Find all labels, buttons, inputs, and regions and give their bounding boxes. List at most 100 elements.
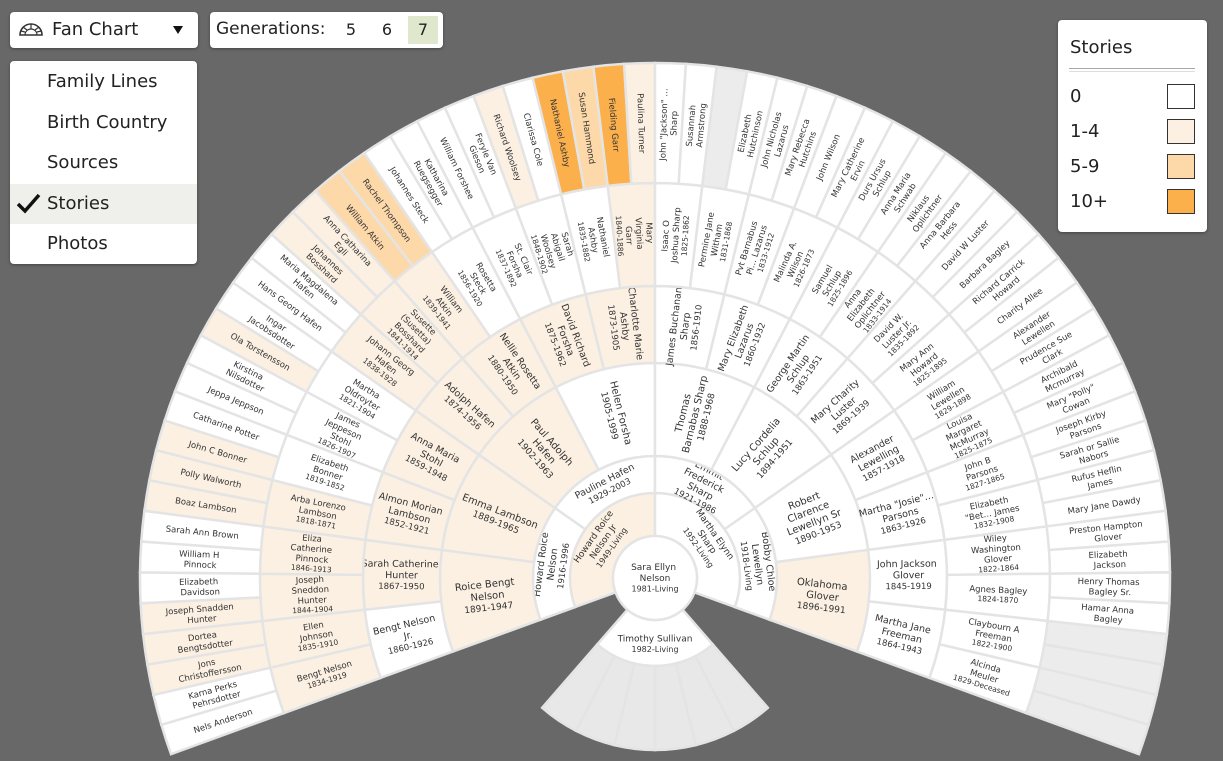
name-line: Glover	[806, 590, 841, 605]
fan-icon	[19, 23, 43, 36]
name-line: John Jackson	[876, 558, 940, 570]
name-line: Ashby	[586, 226, 601, 253]
generation-option[interactable]: 5	[345, 20, 357, 39]
name-line: Wiley	[983, 533, 1010, 545]
name-line: Pinnock	[295, 553, 329, 565]
person-name: Paulina Turner	[635, 93, 647, 154]
person-name: Elizabeth Jackson	[1088, 549, 1131, 571]
view-dropdown[interactable]: Fan Chart	[10, 12, 198, 48]
legend-swatch	[1167, 154, 1195, 179]
person-name: Isaac O Joshua Sharp	[659, 206, 683, 264]
name-line: Pinnock	[184, 559, 217, 570]
legend-item: 10+	[1070, 189, 1198, 215]
name-line: Davidson	[180, 587, 220, 598]
name-line: Glover	[984, 553, 1013, 565]
name-line: Hunter	[385, 570, 418, 581]
person-dates: 1822-1864	[978, 563, 1020, 575]
menu-item-label: Photos	[47, 233, 108, 254]
menu-item[interactable]: Birth Country	[10, 103, 197, 143]
person-name: Eliza Catherine Pinnock	[290, 532, 336, 566]
person-name: Agnes Bagley	[969, 584, 1027, 597]
name-line: Jackson	[1092, 559, 1126, 570]
name-line: Ashby	[617, 311, 631, 342]
person-name: Susannah Armstrong	[684, 102, 708, 148]
name-line: Jons	[196, 657, 219, 671]
legend-label: 5-9	[1070, 156, 1100, 177]
person-name: John "Jackson" … Sharp	[658, 85, 681, 162]
name-line: Armstrong	[695, 103, 709, 148]
legend-item: 5-9	[1070, 154, 1198, 180]
person-name: Timothy Sullivan	[617, 634, 693, 644]
person-name: Sarah Catherine Hunter	[361, 558, 441, 581]
view-menu: Family Lines Birth Country Sources Stories P…	[10, 61, 197, 264]
person-cell[interactable]	[1024, 689, 1151, 756]
menu-item[interactable]: Family Lines	[10, 62, 197, 102]
name-line: Joshua Sharp	[669, 207, 682, 264]
menu-item-label: Family Lines	[47, 71, 158, 92]
legend-label: 0	[1070, 86, 1082, 107]
name-line: Bagley	[1093, 613, 1123, 625]
name-line: Nelson	[640, 574, 671, 584]
name-line: Joseph	[295, 574, 327, 586]
name-line: Sharp	[669, 111, 680, 136]
person-dates: 1867-1950	[378, 582, 424, 593]
name-line: Nelson	[470, 590, 505, 605]
generation-option[interactable]: 7	[408, 16, 438, 44]
menu-item[interactable]: Stories	[10, 183, 197, 224]
name-line: Isaac O	[660, 217, 672, 252]
name-line: Eliza	[302, 533, 325, 545]
name-line: Hamar Anna	[1081, 602, 1137, 616]
name-line: Hunter	[187, 613, 217, 625]
person-name: Mary Virginia Garr	[623, 217, 656, 254]
legend-item: 1-4	[1070, 119, 1198, 145]
person-name: Wiley Washington Glover	[970, 532, 1025, 566]
generation-option[interactable]: 6	[381, 20, 393, 39]
view-label: Fan Chart	[52, 19, 139, 40]
person-dates: 1981-Living	[631, 584, 678, 593]
generations-label: Generations:	[216, 19, 326, 39]
check-mark	[16, 193, 41, 214]
name-line: Sarah Catherine	[362, 558, 442, 570]
person-name: Sarah Abigail Woolsey	[538, 227, 578, 270]
legend-swatch	[1167, 84, 1195, 109]
person-name: Joseph Sneddon Hunter	[291, 574, 333, 607]
name-line: Lewellyn	[749, 543, 765, 586]
menu-item[interactable]: Photos	[10, 224, 197, 264]
person-name: Louisa Margaret McMurray	[940, 408, 991, 453]
name-line: William H	[179, 549, 222, 561]
name-line: Virginia	[633, 217, 645, 252]
person-name: Roice Bengt Nelson	[454, 576, 519, 606]
legend-swatch	[1167, 119, 1195, 144]
person-dates: 1982-Living	[631, 645, 678, 654]
menu-item-label: Stories	[47, 192, 110, 214]
menu-item-label: Birth Country	[47, 111, 168, 133]
name-line: Mary	[644, 222, 655, 246]
name-line: Catherine	[290, 542, 335, 555]
name-line: Paulina Turner	[635, 93, 647, 154]
name-line: Glover	[893, 570, 924, 581]
name-line: Nelson	[545, 548, 560, 582]
person-dates: 1840-1886	[614, 215, 625, 257]
root-cell[interactable]	[611, 534, 699, 622]
child-cell[interactable]	[540, 642, 617, 733]
name-line: Glover	[1094, 531, 1123, 544]
person-name: William H Pinnock	[178, 549, 222, 571]
name-line: Hunter	[297, 595, 327, 606]
dropdown-arrow	[173, 26, 183, 34]
menu-item[interactable]: Sources	[10, 143, 197, 183]
name-line: Fielding Garr	[606, 97, 621, 152]
name-line: Susannah	[684, 102, 698, 147]
person-name: Elizabeth Davidson	[179, 577, 221, 598]
person-name: Henry Thomas Bagley Sr.	[1077, 576, 1142, 598]
name-line: Sharp	[678, 312, 692, 341]
name-line: Henry Thomas	[1078, 576, 1143, 587]
name-line: Elizabeth	[179, 577, 221, 588]
person-dates: 1846-1913	[291, 563, 333, 575]
name-line: Sara Ellyn	[631, 563, 679, 573]
person-name: Fielding Garr	[606, 97, 621, 152]
name-line: Sneddon	[291, 584, 332, 596]
legend-item: 0	[1070, 84, 1198, 110]
